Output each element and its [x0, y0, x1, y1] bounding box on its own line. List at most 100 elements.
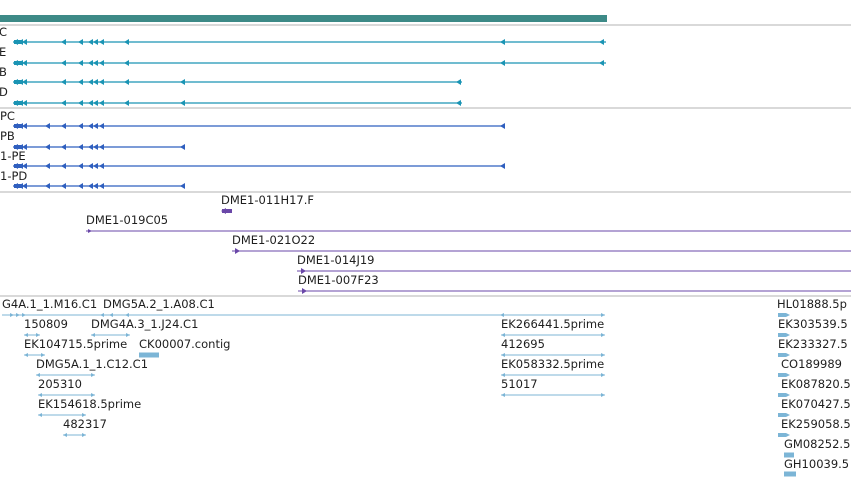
strand-arrow [36, 333, 40, 337]
strand-arrow [78, 144, 83, 150]
feature-block[interactable] [784, 471, 796, 477]
strand-arrow [109, 313, 113, 317]
strand-arrow [45, 163, 50, 169]
est-label: GH10039.5 [784, 457, 850, 471]
strand-arrow [124, 39, 129, 45]
strand-arrow [22, 100, 27, 106]
strand-arrow [61, 39, 66, 45]
strand-arrow [501, 333, 505, 337]
feature-block[interactable] [14, 61, 22, 65]
feature-block[interactable] [222, 209, 232, 213]
feature-block[interactable] [14, 124, 22, 128]
feature-block[interactable] [778, 413, 786, 417]
transcript-label: PB [0, 129, 15, 143]
strand-arrow [24, 353, 28, 357]
feature-block[interactable] [778, 353, 786, 357]
strand-arrow [500, 313, 504, 317]
feature-block[interactable] [778, 333, 786, 337]
strand-arrow [99, 163, 104, 169]
strand-arrow [78, 163, 83, 169]
feature-block[interactable] [139, 352, 159, 358]
est-label: 205310 [38, 377, 82, 391]
strand-arrow [88, 183, 93, 189]
strand-arrow [88, 163, 93, 169]
strand-arrow [45, 183, 50, 189]
est-label: EK087820.5 [781, 377, 851, 391]
strand-arrow [601, 313, 605, 317]
strand-arrow [500, 123, 505, 129]
bac-clone-label: DME1-014J19 [297, 253, 375, 267]
strand-arrow [22, 39, 27, 45]
strand-arrow [93, 60, 98, 66]
feature-block[interactable] [14, 164, 22, 168]
strand-arrow [61, 183, 66, 189]
transcript-label: 1-PD [0, 169, 28, 183]
strand-arrow [124, 79, 129, 85]
strand-arrow [601, 393, 605, 397]
strand-arrow [500, 60, 505, 66]
strand-arrow [180, 183, 185, 189]
strand-arrow [500, 163, 505, 169]
strand-arrow [24, 333, 28, 337]
strand-arrow [78, 183, 83, 189]
feature-block[interactable] [784, 452, 794, 458]
est-label: 150809 [24, 317, 68, 331]
strand-arrow [124, 100, 129, 106]
est-label: EK266441.5prime [501, 317, 605, 331]
est-label: 412695 [501, 337, 545, 351]
strand-arrow [91, 393, 95, 397]
strand-arrow [78, 60, 83, 66]
est-label: EK233327.5 [778, 337, 848, 351]
strand-arrow [78, 79, 83, 85]
strand-arrow [45, 144, 50, 150]
strand-arrow [22, 144, 27, 150]
strand-arrow [36, 373, 40, 377]
feature-block[interactable] [14, 101, 22, 105]
feature-block[interactable] [14, 184, 22, 188]
strand-arrow [22, 79, 27, 85]
est-label: 482317 [63, 417, 107, 431]
strand-arrow [88, 100, 93, 106]
strand-arrow [599, 60, 604, 66]
feature-block[interactable] [14, 80, 22, 84]
strand-arrow [301, 268, 306, 274]
feature-block[interactable] [778, 373, 786, 377]
est-label: DMG5A.1_1.C12.C1 [36, 357, 149, 371]
strand-arrow [78, 39, 83, 45]
strand-arrow [45, 123, 50, 129]
strand-arrow [100, 313, 104, 317]
strand-arrow [124, 60, 129, 66]
gene-span-bar[interactable] [0, 15, 607, 22]
feature-block[interactable] [778, 313, 786, 317]
strand-arrow [93, 183, 98, 189]
strand-arrow [456, 100, 461, 106]
strand-arrow [82, 433, 86, 437]
feature-block[interactable] [778, 393, 786, 397]
strand-arrow [38, 393, 42, 397]
transcript-label: C [0, 25, 8, 39]
strand-arrow [221, 208, 226, 214]
strand-arrow [601, 373, 605, 377]
strand-arrow [99, 144, 104, 150]
strand-arrow [93, 39, 98, 45]
strand-arrow [126, 333, 130, 337]
strand-arrow [22, 163, 27, 169]
strand-arrow [93, 123, 98, 129]
strand-arrow [88, 229, 92, 233]
strand-arrow [601, 353, 605, 357]
feature-block[interactable] [14, 145, 22, 149]
strand-arrow [91, 333, 95, 337]
est-label: EK154618.5prime [38, 397, 142, 411]
strand-arrow [456, 79, 461, 85]
strand-arrow [93, 144, 98, 150]
strand-arrow [786, 373, 790, 377]
strand-arrow [501, 353, 505, 357]
feature-block[interactable] [778, 433, 786, 437]
strand-arrow [501, 373, 505, 377]
strand-arrow [61, 79, 66, 85]
strand-arrow [786, 393, 790, 397]
bac-clone-label: DME1-007F23 [298, 273, 379, 287]
feature-block[interactable] [14, 40, 22, 44]
